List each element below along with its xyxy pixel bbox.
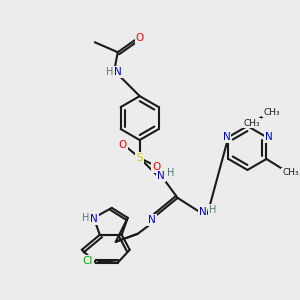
Text: H: H: [167, 168, 174, 178]
Text: S: S: [136, 153, 143, 163]
Text: CH₃: CH₃: [282, 168, 299, 177]
Text: Cl: Cl: [82, 256, 93, 266]
Text: H: H: [82, 213, 89, 223]
Text: N: N: [114, 67, 122, 77]
Text: H: H: [106, 67, 113, 77]
Text: H: H: [209, 205, 216, 215]
Text: O: O: [136, 33, 144, 43]
Text: N: N: [223, 132, 230, 142]
Text: O: O: [118, 140, 127, 150]
Text: CH₃: CH₃: [243, 118, 260, 127]
Text: O: O: [152, 162, 161, 172]
Text: N: N: [199, 207, 206, 217]
Text: N: N: [157, 171, 164, 181]
Text: N: N: [148, 215, 155, 225]
Text: CH₃: CH₃: [263, 108, 280, 117]
Text: N: N: [265, 132, 272, 142]
Text: N: N: [90, 214, 98, 224]
